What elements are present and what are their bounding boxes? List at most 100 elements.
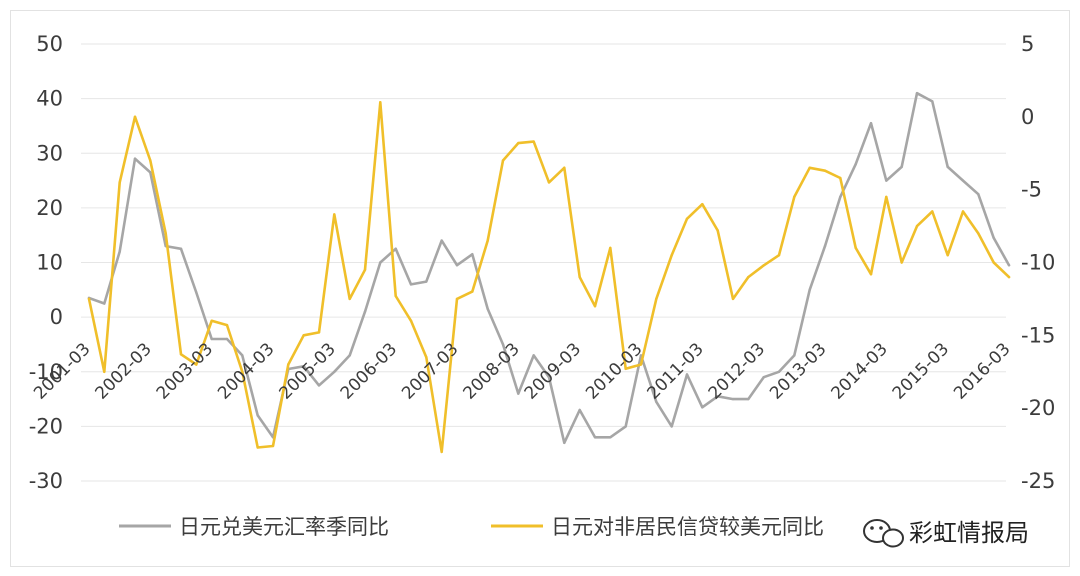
data-point-series-2 bbox=[317, 331, 321, 334]
data-point-series-1 bbox=[302, 365, 305, 368]
data-point-series-1 bbox=[532, 354, 535, 357]
data-point-series-2 bbox=[992, 261, 995, 264]
data-point-series-1 bbox=[471, 253, 474, 256]
left-tick-label: 10 bbox=[36, 251, 63, 275]
data-point-series-1 bbox=[961, 179, 965, 182]
right-tick-label: -10 bbox=[1021, 251, 1055, 275]
data-point-series-1 bbox=[425, 280, 428, 283]
data-point-series-2 bbox=[624, 367, 627, 370]
chart-svg: -30 -20 -10 0 10 20 30 40 50 -25 -20 -15 -10 -5 0 5 20… bbox=[29, 32, 1055, 548]
left-tick-label: -30 bbox=[29, 469, 63, 493]
data-point-series-2 bbox=[563, 166, 566, 169]
data-point-series-2 bbox=[655, 297, 658, 301]
data-point-series-1 bbox=[685, 373, 689, 376]
data-point-series-1 bbox=[149, 171, 152, 174]
legend-label-series-1: 日元兑美元汇率季同比 bbox=[179, 515, 389, 539]
left-axis: -30 -20 -10 0 10 20 30 40 50 bbox=[29, 32, 63, 493]
data-point-series-2 bbox=[195, 363, 198, 366]
data-point-series-1 bbox=[701, 406, 704, 409]
data-point-series-1 bbox=[931, 100, 934, 103]
data-point-series-2 bbox=[532, 140, 535, 143]
data-point-series-1 bbox=[793, 354, 796, 357]
data-point-series-2 bbox=[854, 246, 857, 250]
data-point-series-2 bbox=[793, 195, 796, 199]
data-point-series-1 bbox=[639, 354, 643, 357]
data-point-series-2 bbox=[425, 356, 428, 359]
data-point-series-2 bbox=[149, 159, 152, 162]
data-point-series-1 bbox=[992, 236, 995, 240]
data-point-series-1 bbox=[946, 165, 949, 169]
left-tick-label: 0 bbox=[50, 305, 63, 329]
data-point-series-2 bbox=[333, 213, 336, 216]
data-point-series-2 bbox=[179, 353, 183, 356]
chart-frame: -30 -20 -10 0 10 20 30 40 50 -25 -20 -15 -10 -5 0 5 20… bbox=[10, 10, 1070, 567]
data-point-series-1 bbox=[225, 337, 229, 341]
data-point-series-2 bbox=[409, 319, 413, 322]
data-point-series-1 bbox=[915, 92, 919, 95]
data-point-series-2 bbox=[471, 290, 474, 293]
right-tick-label: 0 bbox=[1021, 105, 1034, 129]
data-point-series-1 bbox=[394, 247, 397, 250]
left-tick-label: -20 bbox=[29, 414, 63, 438]
data-point-series-2 bbox=[885, 195, 888, 199]
data-point-series-1 bbox=[455, 264, 459, 267]
data-point-series-2 bbox=[900, 261, 903, 264]
data-point-series-2 bbox=[777, 254, 781, 257]
left-tick-label: 30 bbox=[36, 141, 63, 165]
data-point-series-1 bbox=[517, 392, 520, 395]
left-tick-label: 20 bbox=[36, 196, 63, 220]
data-point-series-2 bbox=[547, 181, 551, 184]
data-point-series-2 bbox=[486, 239, 489, 242]
data-point-series-2 bbox=[379, 101, 382, 104]
data-point-series-1 bbox=[501, 343, 505, 346]
data-point-series-1 bbox=[655, 400, 658, 403]
data-point-series-2 bbox=[517, 141, 520, 145]
data-point-series-1 bbox=[195, 291, 198, 294]
data-point-series-1 bbox=[593, 436, 597, 439]
data-point-series-2 bbox=[501, 159, 505, 162]
data-point-series-2 bbox=[225, 323, 229, 327]
data-point-series-1 bbox=[486, 307, 489, 311]
right-tick-label: 5 bbox=[1021, 32, 1034, 56]
data-point-series-2 bbox=[164, 232, 167, 235]
data-point-series-2 bbox=[363, 268, 367, 271]
data-point-series-1 bbox=[869, 122, 873, 125]
data-point-series-2 bbox=[915, 224, 919, 228]
data-point-series-2 bbox=[731, 297, 735, 301]
data-point-series-1 bbox=[670, 425, 673, 428]
data-point-series-1 bbox=[118, 250, 121, 253]
watermark-text: 彩虹情报局 bbox=[909, 519, 1029, 547]
data-point-series-1 bbox=[440, 239, 443, 242]
data-point-series-1 bbox=[363, 310, 367, 313]
data-point-series-1 bbox=[808, 288, 811, 291]
data-point-series-1 bbox=[317, 384, 321, 387]
data-point-series-2 bbox=[302, 334, 305, 337]
data-point-series-2 bbox=[839, 176, 842, 180]
data-point-series-1 bbox=[179, 247, 183, 250]
data-point-series-2 bbox=[210, 319, 213, 322]
data-point-series-1 bbox=[777, 370, 781, 373]
data-point-series-2 bbox=[287, 363, 290, 366]
data-point-series-2 bbox=[133, 115, 137, 119]
left-tick-label: 40 bbox=[36, 87, 63, 111]
data-point-series-1 bbox=[716, 395, 719, 398]
data-point-series-1 bbox=[900, 165, 903, 169]
right-axis: -25 -20 -15 -10 -5 0 5 bbox=[1021, 32, 1055, 493]
data-point-series-1 bbox=[854, 163, 857, 166]
data-point-series-2 bbox=[609, 246, 612, 250]
right-tick-label: -20 bbox=[1021, 396, 1055, 420]
data-point-series-1 bbox=[348, 354, 351, 357]
data-point-series-2 bbox=[103, 370, 106, 373]
data-point-series-1 bbox=[379, 261, 382, 264]
data-point-series-1 bbox=[747, 397, 750, 401]
data-point-series-2 bbox=[931, 210, 934, 213]
data-point-series-1 bbox=[839, 195, 842, 199]
data-point-series-1 bbox=[133, 157, 137, 160]
data-point-series-1 bbox=[547, 376, 551, 379]
data-point-series-2 bbox=[747, 275, 750, 279]
watermark: 彩虹情报局 bbox=[863, 519, 1029, 548]
data-point-series-2 bbox=[685, 217, 689, 220]
data-point-series-1 bbox=[762, 376, 765, 379]
data-point-series-2 bbox=[639, 363, 643, 366]
data-point-series-1 bbox=[977, 193, 980, 196]
